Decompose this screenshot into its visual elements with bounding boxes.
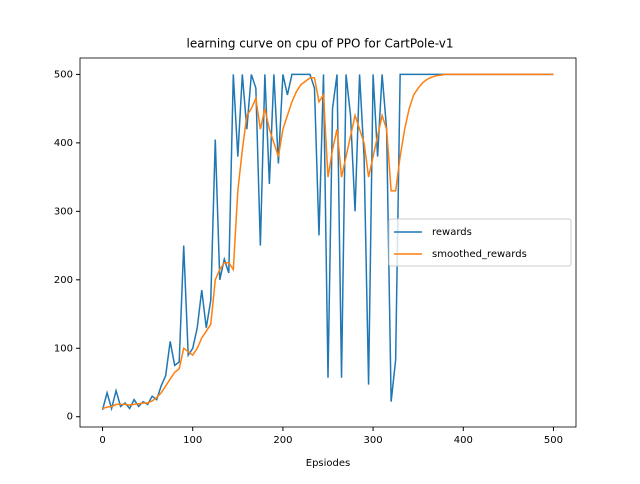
y-tick-label: 200 — [54, 275, 73, 286]
legend-label: smoothed_rewards — [432, 249, 527, 260]
chart-title: learning curve on cpu of PPO for CartPol… — [186, 37, 453, 51]
x-axis-label: Epsiodes — [306, 458, 350, 469]
x-tick-label: 300 — [364, 435, 383, 446]
x-tick-label: 400 — [454, 435, 473, 446]
y-tick-label: 400 — [54, 138, 73, 149]
plot-frame — [79, 57, 577, 428]
series-line — [102, 73, 554, 410]
y-tick-label: 0 — [67, 412, 73, 423]
x-tick-label: 500 — [544, 435, 563, 446]
y-tick-label: 500 — [54, 69, 73, 80]
legend-box — [388, 218, 572, 267]
y-tick-label: 100 — [54, 343, 73, 354]
legend-label: rewards — [432, 227, 472, 238]
y-tick-label: 300 — [54, 206, 73, 217]
x-tick-label: 200 — [273, 435, 292, 446]
x-tick-label: 100 — [183, 435, 202, 446]
x-tick-label: 0 — [99, 435, 105, 446]
